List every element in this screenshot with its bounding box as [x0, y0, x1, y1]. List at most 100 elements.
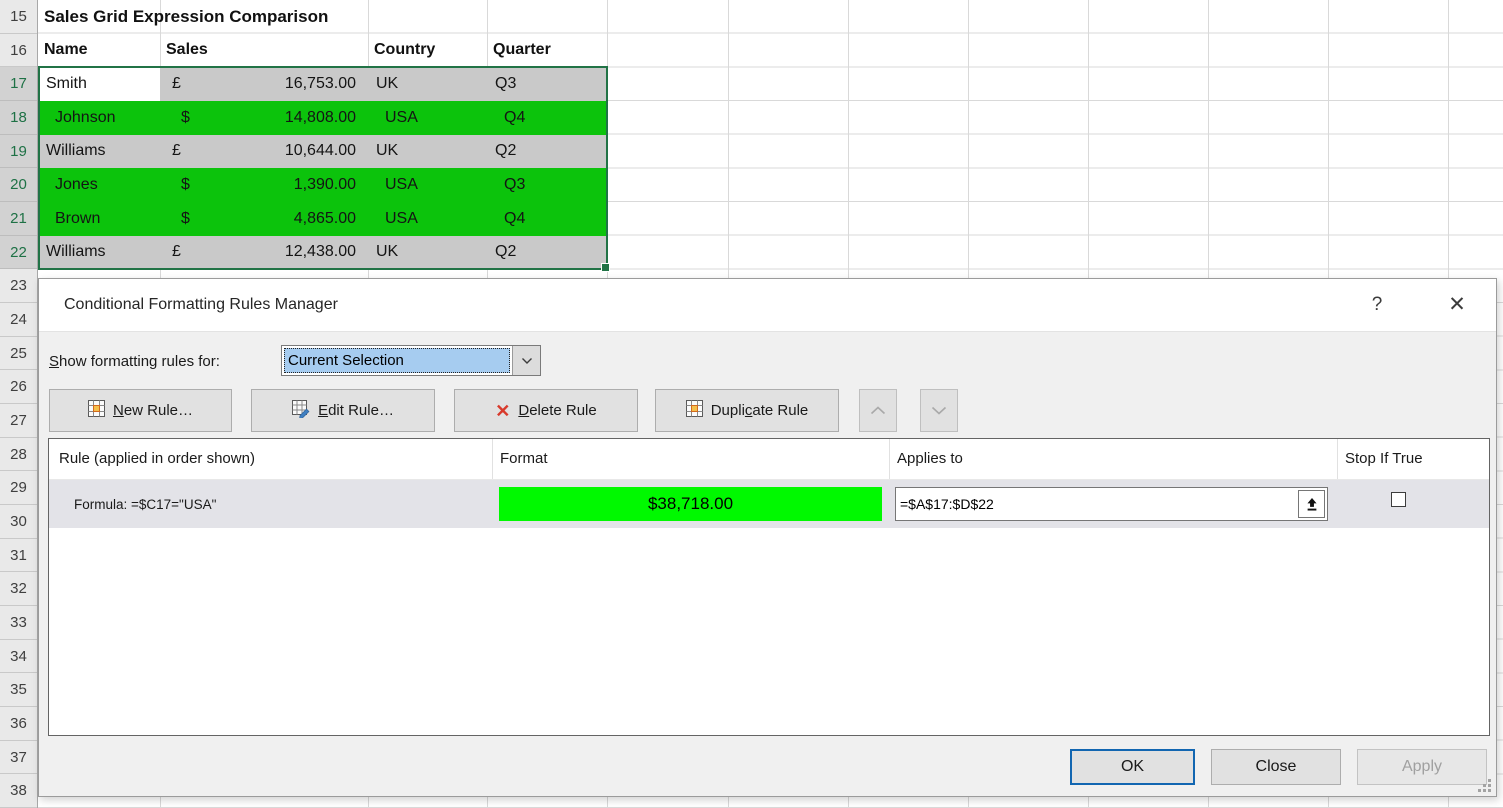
- cell-B22[interactable]: £12,438.00: [160, 235, 368, 270]
- cell-A22[interactable]: Williams: [38, 235, 160, 270]
- row-header-15[interactable]: 15: [0, 0, 37, 34]
- new-rule-label: New Rule…: [112, 402, 194, 419]
- currency-symbol: $: [181, 176, 190, 194]
- cell-C20[interactable]: USA: [368, 168, 487, 202]
- row-header-24[interactable]: 24: [0, 303, 37, 337]
- column-label-rule: Rule (applied in order shown): [59, 450, 255, 467]
- applies-to-input[interactable]: [896, 488, 1296, 520]
- row-header-22[interactable]: 22: [0, 235, 37, 270]
- cell-B18[interactable]: $14,808.00: [160, 101, 368, 135]
- sales-amount: 4,865.00: [293, 209, 356, 227]
- duplicate-rule-label: Duplicate Rule: [710, 402, 809, 419]
- column-separator: [1337, 439, 1338, 479]
- stop-if-true-checkbox[interactable]: [1391, 492, 1406, 507]
- row-header-21[interactable]: 21: [0, 202, 37, 236]
- sales-amount: 1,390.00: [293, 176, 356, 194]
- collapse-dialog-range-picker-icon[interactable]: [1298, 490, 1325, 518]
- cell-C18[interactable]: USA: [368, 101, 487, 135]
- rule-row-selected[interactable]: Formula: =$C17="USA" $38,718.00: [49, 480, 1489, 528]
- edit-rule-button[interactable]: Edit Rule…: [251, 389, 435, 432]
- move-rule-up-button[interactable]: [859, 389, 897, 432]
- move-rule-down-button[interactable]: [920, 389, 958, 432]
- edit-rule-label: Edit Rule…: [318, 402, 394, 419]
- sheet-row-17: Smith £16,753.00 UK Q3: [38, 67, 607, 101]
- row-header-16[interactable]: 16: [0, 34, 37, 68]
- show-rules-dropdown[interactable]: Current Selection: [281, 345, 541, 376]
- cell-A18[interactable]: Johnson: [38, 101, 160, 135]
- column-header-country[interactable]: Country: [374, 41, 436, 59]
- help-icon[interactable]: ?: [1371, 294, 1383, 315]
- row-header-20[interactable]: 20: [0, 168, 37, 203]
- row-header-29[interactable]: 29: [0, 471, 37, 506]
- rules-list: Rule (applied in order shown) Format App…: [48, 438, 1490, 736]
- column-header-name[interactable]: Name: [44, 41, 88, 59]
- column-header-quarter[interactable]: Quarter: [493, 41, 551, 59]
- chevron-down-icon[interactable]: [512, 346, 540, 375]
- cell-C22[interactable]: UK: [368, 235, 487, 270]
- sales-amount: 12,438.00: [284, 243, 356, 261]
- cf-rules-manager-dialog: Conditional Formatting Rules Manager ? ✕…: [38, 278, 1497, 797]
- dialog-titlebar[interactable]: Conditional Formatting Rules Manager ? ✕: [39, 279, 1496, 332]
- cell-A20[interactable]: Jones: [38, 168, 160, 202]
- row-header-37[interactable]: 37: [0, 741, 37, 775]
- show-rules-selected-value[interactable]: Current Selection: [284, 348, 510, 373]
- row-header-19[interactable]: 19: [0, 134, 37, 169]
- row-header-26[interactable]: 26: [0, 370, 37, 405]
- row-header-35[interactable]: 35: [0, 673, 37, 708]
- show-rules-label: Show formatting rules for:: [49, 353, 220, 370]
- column-header-sales[interactable]: Sales: [166, 41, 208, 59]
- row-header-30[interactable]: 30: [0, 505, 37, 539]
- close-button[interactable]: Close: [1211, 749, 1341, 785]
- row-header-23[interactable]: 23: [0, 269, 37, 304]
- chevron-up-icon: [870, 402, 886, 419]
- row-header-28[interactable]: 28: [0, 438, 37, 472]
- row-header-17[interactable]: 17: [0, 67, 37, 102]
- delete-rule-button[interactable]: ✕ Delete Rule: [454, 389, 638, 432]
- cell-A19[interactable]: Williams: [38, 134, 160, 169]
- cell-B17[interactable]: £16,753.00: [160, 67, 368, 101]
- resize-grip-icon[interactable]: [1478, 779, 1491, 792]
- row-header-18[interactable]: 18: [0, 101, 37, 135]
- sales-amount: 14,808.00: [284, 108, 356, 126]
- row-header-38[interactable]: 38: [0, 774, 37, 808]
- sheet-row-22: Williams £12,438.00 UK Q2: [38, 235, 607, 270]
- row-header-33[interactable]: 33: [0, 606, 37, 640]
- sheet-row-21: Brown $4,865.00 USA Q4: [38, 202, 607, 236]
- column-separator: [492, 439, 493, 479]
- cell-D21[interactable]: Q4: [487, 202, 607, 236]
- column-separator: [889, 439, 890, 479]
- cell-D17[interactable]: Q3: [487, 67, 607, 101]
- chevron-down-icon: [931, 402, 947, 419]
- cell-C21[interactable]: USA: [368, 202, 487, 236]
- cell-A21[interactable]: Brown: [38, 202, 160, 236]
- ok-button[interactable]: OK: [1070, 749, 1195, 785]
- row-header-34[interactable]: 34: [0, 640, 37, 674]
- row-header-27[interactable]: 27: [0, 404, 37, 438]
- apply-button[interactable]: Apply: [1357, 749, 1487, 785]
- cell-C19[interactable]: UK: [368, 134, 487, 169]
- row-header-36[interactable]: 36: [0, 707, 37, 741]
- sheet-row-19: Williams £10,644.00 UK Q2: [38, 134, 607, 169]
- row-header-column: 15 16 17 18 19 20 21 22 23 24 25 26 27 28 29 30 31 32 33 34…: [0, 0, 38, 808]
- dialog-title: Conditional Formatting Rules Manager: [64, 296, 338, 313]
- sheet-title-cell[interactable]: Sales Grid Expression Comparison: [44, 6, 329, 26]
- cell-D19[interactable]: Q2: [487, 134, 607, 169]
- cell-B21[interactable]: $4,865.00: [160, 202, 368, 236]
- new-rule-button[interactable]: New Rule…: [49, 389, 232, 432]
- cell-D18[interactable]: Q4: [487, 101, 607, 135]
- cell-B20[interactable]: $1,390.00: [160, 168, 368, 202]
- cell-D22[interactable]: Q2: [487, 235, 607, 270]
- table-icon: [87, 400, 105, 421]
- rule-description: Formula: =$C17="USA": [74, 496, 217, 512]
- cell-C17[interactable]: UK: [368, 67, 487, 101]
- currency-symbol: $: [181, 108, 190, 126]
- close-icon[interactable]: ✕: [1448, 293, 1466, 316]
- row-header-25[interactable]: 25: [0, 337, 37, 371]
- cell-D20[interactable]: Q3: [487, 168, 607, 202]
- cell-B19[interactable]: £10,644.00: [160, 134, 368, 169]
- cell-A17[interactable]: Smith: [38, 67, 160, 101]
- duplicate-rule-button[interactable]: Duplicate Rule: [655, 389, 839, 432]
- row-header-31[interactable]: 31: [0, 539, 37, 573]
- row-header-32[interactable]: 32: [0, 572, 37, 607]
